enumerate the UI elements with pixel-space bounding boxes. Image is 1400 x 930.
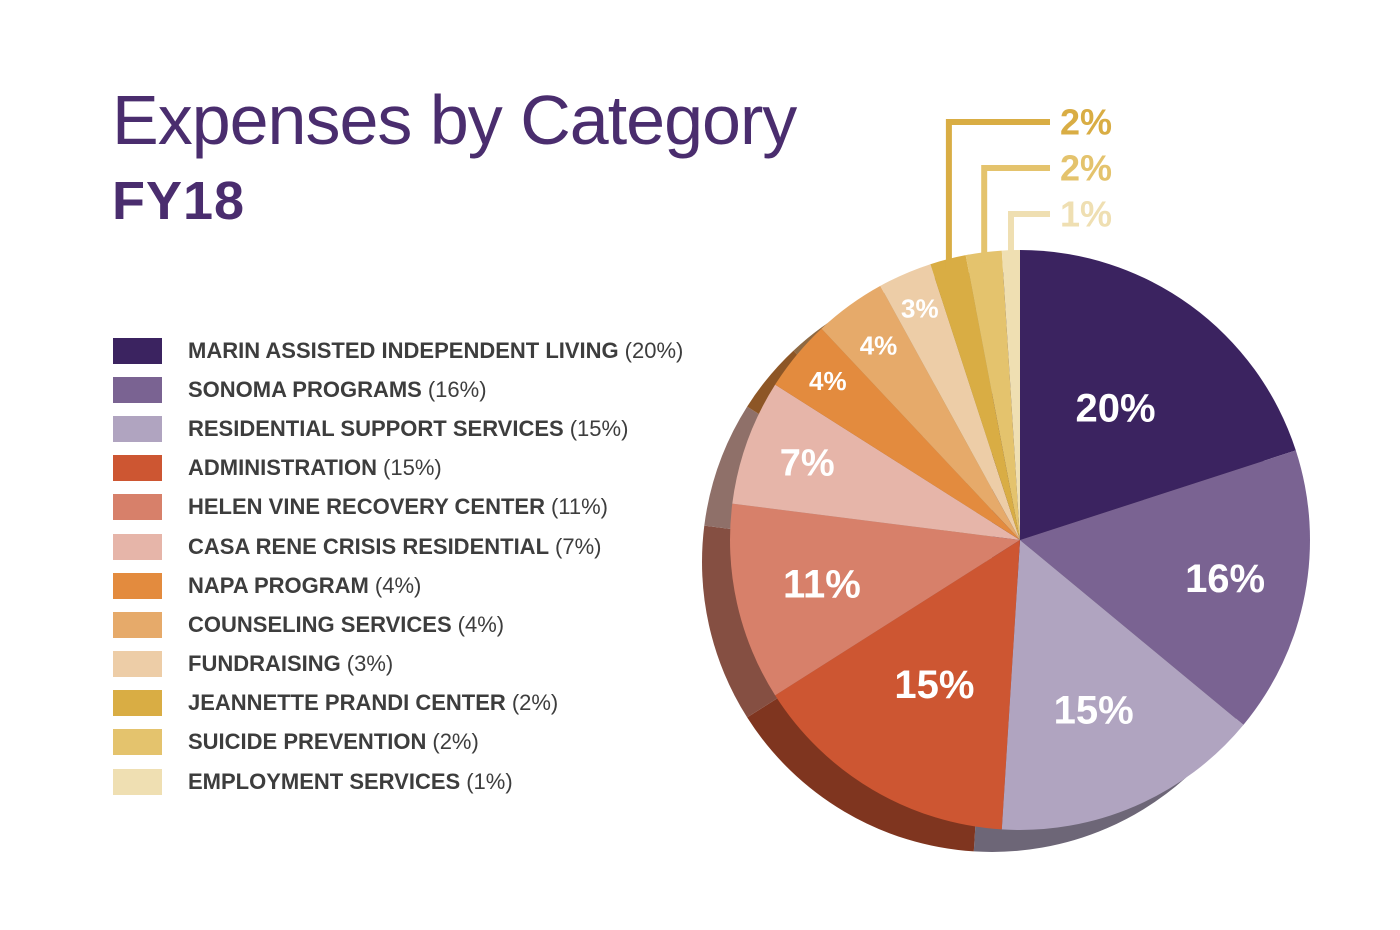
legend-label: FUNDRAISING: [188, 651, 341, 677]
slice-jeannette-prandi-center: [930, 255, 1020, 540]
legend-value: (11%): [550, 494, 609, 520]
legend-value: (7%): [555, 533, 602, 559]
legend-item-helen-vine-recovery-center: HELEN VINE RECOVERY CENTER (11%): [113, 488, 683, 527]
callout-line-employment-services: [1008, 211, 1050, 261]
slice-label-napa-program: 4%: [809, 366, 847, 396]
slice-residential-support-services: [1001, 540, 1244, 831]
slice-label-helen-vine-recovery-center: 11%: [783, 562, 861, 606]
legend-swatch: [113, 455, 162, 482]
legend-value: (4%): [374, 572, 422, 598]
legend-label: ADMINISTRATION: [188, 455, 378, 481]
legend-swatch: [113, 611, 162, 638]
slice-fundraising: [880, 264, 1020, 540]
legend-value: (4%): [457, 611, 505, 637]
pie-slice-labels: 20%16%15%15%11%7%4%4%3%: [780, 294, 1265, 733]
legend-swatch: [113, 729, 162, 756]
legend-swatch: [113, 533, 162, 560]
legend-item-sonoma-programs: SONOMA PROGRAMS (16%): [113, 370, 683, 409]
legend-value: (20%): [624, 337, 684, 363]
legend-item-suicide-prevention: SUICIDE PREVENTION (2%): [113, 723, 683, 762]
slice-label-casa-rene-crisis-residential: 7%: [780, 442, 835, 484]
legend-item-residential-support-services: RESIDENTIAL SUPPORT SERVICES (15%): [113, 409, 683, 448]
callout-line-jeannette-prandi-center: [945, 119, 1050, 269]
legend-swatch: [113, 572, 162, 599]
pie-slices: [730, 249, 1311, 831]
legend-item-administration: ADMINISTRATION (15%): [113, 449, 683, 488]
legend-label: EMPLOYMENT SERVICES: [188, 768, 461, 794]
pie-callouts: 2% 2% 1%: [945, 102, 1112, 269]
legend-swatch: [113, 376, 162, 403]
legend-label: SUICIDE PREVENTION: [188, 729, 427, 755]
legend-swatch: [113, 337, 162, 364]
slice-employment-services: [1001, 249, 1020, 540]
legend-swatch: [113, 651, 162, 678]
legend-label: RESIDENTIAL SUPPORT SERVICES: [188, 415, 564, 441]
legend-item-marin-assisted-independent-living: MARIN ASSISTED INDEPENDENT LIVING (20%): [113, 331, 683, 370]
legend-item-napa-program: NAPA PROGRAM (4%): [113, 566, 683, 605]
slice-sonoma-programs: [1020, 450, 1311, 725]
callout-line-suicide-prevention: [981, 165, 1050, 263]
slice-napa-program: [775, 328, 1020, 540]
slice-administration: [775, 540, 1020, 830]
legend-item-fundraising: FUNDRAISING (3%): [113, 645, 683, 684]
legend-item-jeannette-prandi-center: JEANNETTE PRANDI CENTER (2%): [113, 684, 683, 723]
legend-item-employment-services: EMPLOYMENT SERVICES (1%): [113, 762, 683, 801]
legend-label: CASA RENE CRISIS RESIDENTIAL: [188, 533, 550, 559]
chart-title: Expenses by Category: [112, 81, 797, 159]
legend-value: (3%): [346, 651, 394, 677]
legend-value: (2%): [432, 729, 479, 755]
legend-label: MARIN ASSISTED INDEPENDENT LIVING: [188, 337, 619, 363]
legend-item-casa-rene-crisis-residential: CASA RENE CRISIS RESIDENTIAL (7%): [113, 527, 683, 566]
callout-label-suicide-prevention: 2%: [1060, 148, 1112, 189]
legend-value: (15%): [383, 455, 442, 481]
callout-label-jeannette-prandi-center: 2%: [1060, 102, 1112, 143]
legend-label: SONOMA PROGRAMS: [188, 376, 422, 402]
slice-label-administration: 15%: [894, 663, 974, 707]
slice-label-fundraising: 3%: [901, 294, 939, 324]
legend: MARIN ASSISTED INDEPENDENT LIVING (20%) SO…: [113, 331, 683, 801]
legend-value: (15%): [569, 415, 629, 441]
slice-suicide-prevention: [965, 250, 1020, 540]
legend-value: (2%): [511, 690, 559, 716]
slice-label-residential-support-services: 15%: [1054, 688, 1134, 732]
callout-label-employment-services: 1%: [1060, 194, 1112, 235]
legend-label: HELEN VINE RECOVERY CENTER: [188, 494, 545, 520]
slice-label-sonoma-programs: 16%: [1185, 557, 1265, 601]
chart-subtitle: FY18: [112, 171, 246, 231]
legend-value: (16%): [427, 376, 487, 402]
slice-label-counseling-services: 4%: [860, 330, 898, 360]
legend-label: NAPA PROGRAM: [188, 572, 369, 598]
slice-helen-vine-recovery-center: [730, 503, 1020, 696]
legend-swatch: [113, 415, 162, 442]
slice-label-marin-assisted-independent-living: 20%: [1075, 387, 1155, 431]
legend-item-counseling-services: COUNSELING SERVICES (4%): [113, 605, 683, 644]
slice-counseling-services: [821, 285, 1020, 540]
legend-swatch: [113, 494, 162, 521]
legend-label: JEANNETTE PRANDI CENTER: [188, 690, 506, 716]
legend-label: COUNSELING SERVICES: [188, 611, 452, 637]
slice-casa-rene-crisis-residential: [732, 384, 1020, 540]
legend-swatch: [113, 768, 162, 795]
legend-value: (1%): [466, 768, 513, 794]
slice-marin-assisted-independent-living: [1020, 250, 1296, 540]
legend-swatch: [113, 690, 162, 717]
